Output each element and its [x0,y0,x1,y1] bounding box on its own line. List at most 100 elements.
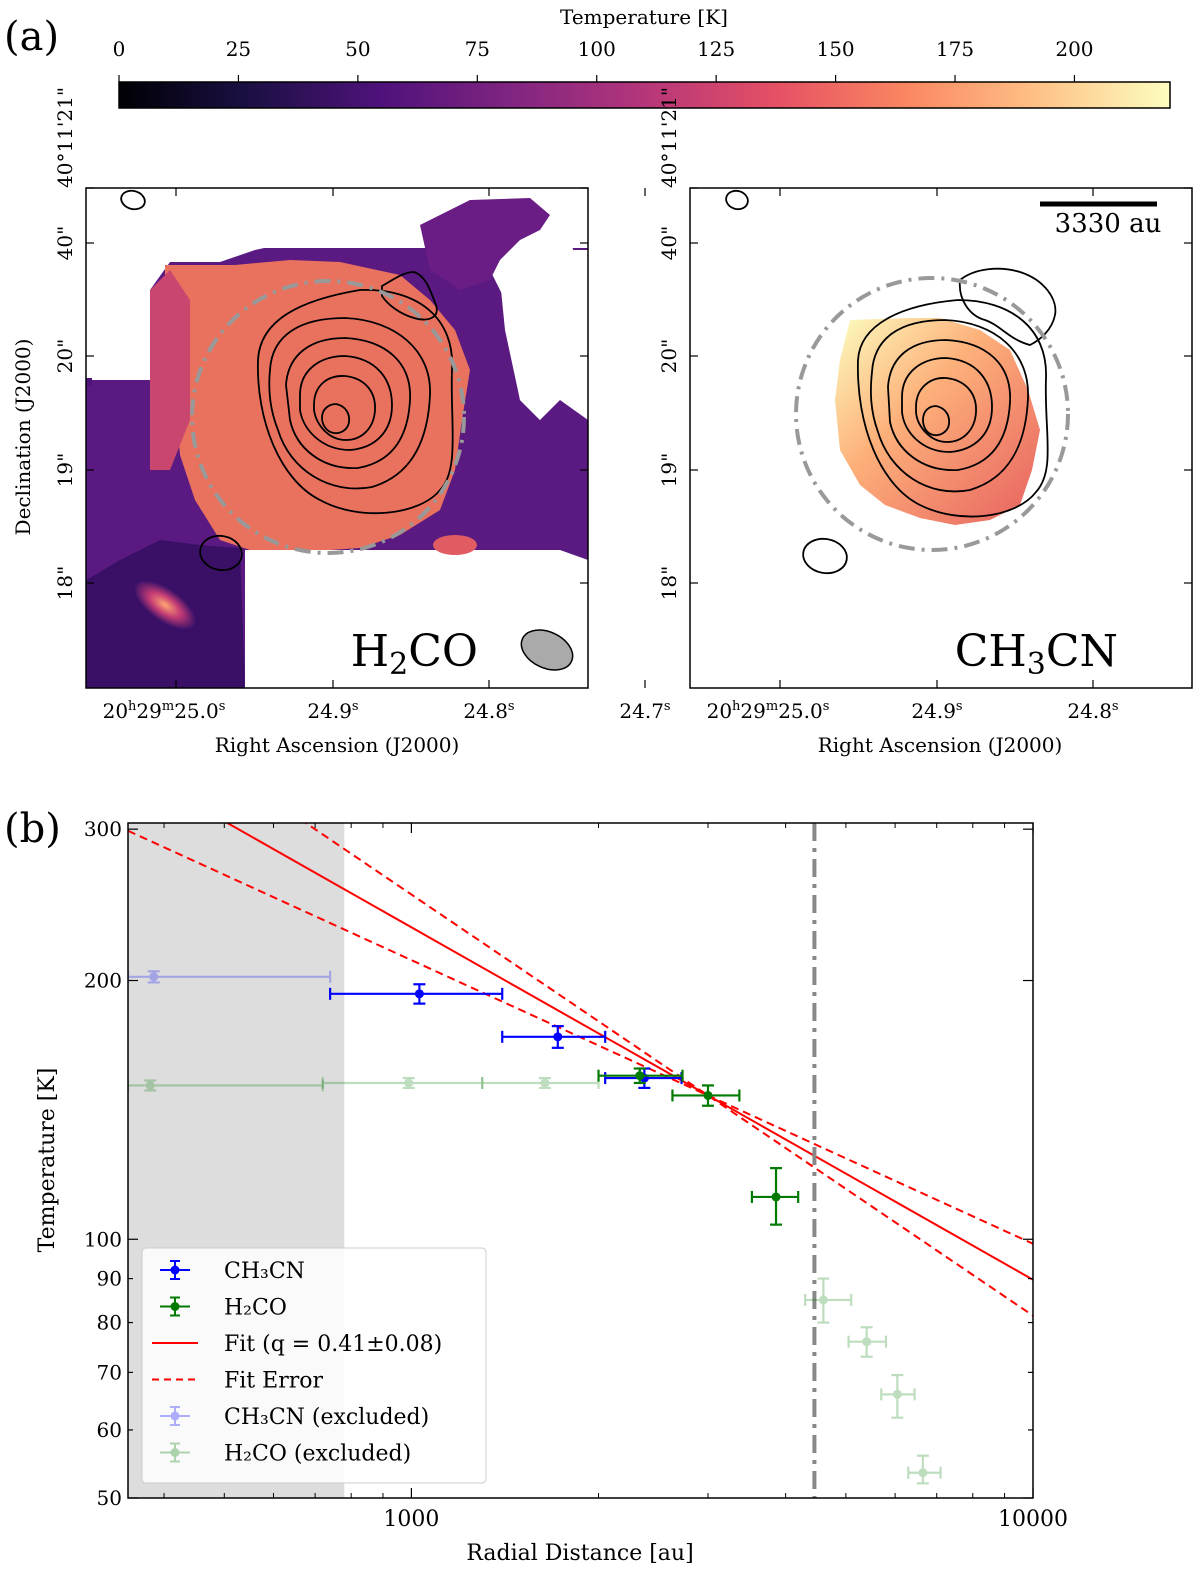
plot-frame [127,822,1034,1499]
map-ytick-label: 18" [53,566,77,601]
legend-label: CH₃CN [224,1259,305,1284]
y-tick-label: 90 [97,1267,122,1291]
map-ytick-label: 40°11'21" [53,87,77,188]
map-h2co-ylabel: Declination (J2000) [11,339,35,536]
ra-tick-label: 24.7s [619,699,670,723]
legend-marker [160,1442,190,1463]
temperature-spot [433,535,477,555]
y-tick-label: 100 [84,1227,122,1251]
contours-left [120,189,454,572]
map-h2co-image [86,188,588,688]
ra-tick-label: 20h29m25.0s [707,699,830,723]
beam-ellipse [520,629,574,671]
map-ytick-label: 20" [53,339,77,374]
y-tick-label: 50 [97,1486,122,1510]
y-tick-label: 80 [97,1311,122,1335]
data-point [907,1454,942,1485]
data-marker [862,1337,872,1347]
data-point [750,1167,800,1226]
colorbar-ticks: 0 25 50 75 100 125 150 175 200 [113,37,1094,82]
fit-radius-circle-right [794,276,1070,552]
data-marker [540,1078,550,1088]
y-tick-label: 300 [84,817,122,841]
map-h2co: H2CO 20h29m25.0s 24.9s 24.8s 24.7s 40°11'21"… [11,87,671,757]
data-marker [635,1071,645,1081]
ra-tick-label: 24.9s [307,699,358,723]
data-marker [918,1468,928,1478]
map-h2co-frame [85,187,589,689]
legend-dot [170,1265,180,1275]
map-ch3cn-ticks: 20h29m25.0s24.9s24.8s24.7s40°11'21"40"20… [657,87,1192,723]
data-point [804,1277,853,1324]
colorbar: Temperature [K] 0 25 50 75 100 125 150 175 200 [113,5,1171,109]
data-point [128,1079,324,1092]
legend-dot [170,1302,180,1311]
data-marker [703,1090,713,1100]
legend-label: H₂CO (excluded) [224,1442,411,1467]
chart-ylabel: Temperature [K] [35,1068,60,1253]
map-ytick-label: 40" [657,226,681,261]
molecule-label-h2co: H2CO [351,626,478,682]
map-blank-right [500,222,588,420]
map-ytick-label: 19" [657,453,681,488]
map-ch3cn: 3330 au CH3CN 20h29m25.0s24.9s24.8s24.7s… [657,87,1193,757]
panel-a-label: (a) [4,14,59,60]
temperature-region-top-right [420,198,550,290]
data-marker [553,1032,563,1042]
panel-b-label: (b) [4,806,61,852]
legend-dot [170,1448,180,1457]
legend-item: H₂CO [160,1296,287,1321]
legend-label: Fit Error [224,1369,323,1394]
legend-marker [160,1406,190,1426]
data-marker [892,1389,902,1399]
data-point [671,1084,741,1107]
legend-label: H₂CO [224,1296,287,1321]
data-point [321,1076,484,1090]
map-ch3cn-xlabel: Right Ascension (J2000) [818,733,1063,757]
colorbar-tick-label: 25 [226,37,251,61]
data-marker [771,1192,781,1202]
data-point [329,983,504,1005]
legend-box [141,1247,487,1484]
y-tick-label: 60 [97,1418,122,1442]
legend-dot [170,1411,180,1421]
legend-item: CH₃CN [160,1259,305,1284]
molecule-label-ch3cn: CH3CN [955,626,1118,682]
temperature-spot-edge [86,378,92,386]
map-h2co-ticks: 20h29m25.0s 24.9s 24.8s 24.7s 40°11'21" 40" 20… [53,87,671,723]
temperature-region-warm-left [150,270,190,470]
contours-right [725,189,1057,575]
map-blank-bottom-left [245,550,588,688]
colorbar-tick-label: 50 [345,37,370,61]
map-ytick-label: 40" [53,226,77,261]
legend-item: Fit (q = 0.41±0.08) [152,1332,442,1357]
map-ytick-label: 40°11'21" [657,87,681,188]
map-ytick-label: 20" [657,339,681,374]
legend-label: Fit (q = 0.41±0.08) [224,1332,442,1357]
map-h2co-xlabel: Right Ascension (J2000) [215,733,460,757]
temperature-profile-chart: 1000 10000 50 60 70 80 90 100 200 300 Radial Dist… [35,817,1068,1566]
colorbar-tick-label: 175 [936,37,974,61]
data-marker [149,972,159,982]
y-tick-label: 70 [97,1360,122,1384]
chart-legend: CH₃CN H₂CO Fit (q = 0.41±0.08) Fit Error CH₃… [141,1247,487,1484]
data-point [880,1373,916,1419]
ra-tick-label: 20h29m25.0s [103,699,226,723]
temperature-region-bright [165,260,470,552]
x-tick-label: 1000 [383,1507,439,1532]
map-ch3cn-frame [689,187,1193,689]
colorbar-tick-label: 125 [697,37,735,61]
colorbar-tick-label: 100 [578,37,616,61]
temperature-streak [134,580,196,630]
data-point [481,1076,600,1090]
y-tick-label: 200 [84,969,122,993]
x-tick-label: 10000 [998,1507,1068,1532]
map-ytick-label: 19" [53,453,77,488]
ra-tick-label: 24.9s [911,699,962,723]
data-point [501,1025,607,1049]
data-marker [414,989,424,999]
data-marker [818,1295,828,1305]
data-marker [145,1080,155,1090]
chart-axes: 1000 10000 50 60 70 80 90 100 200 300 [84,817,1068,1532]
